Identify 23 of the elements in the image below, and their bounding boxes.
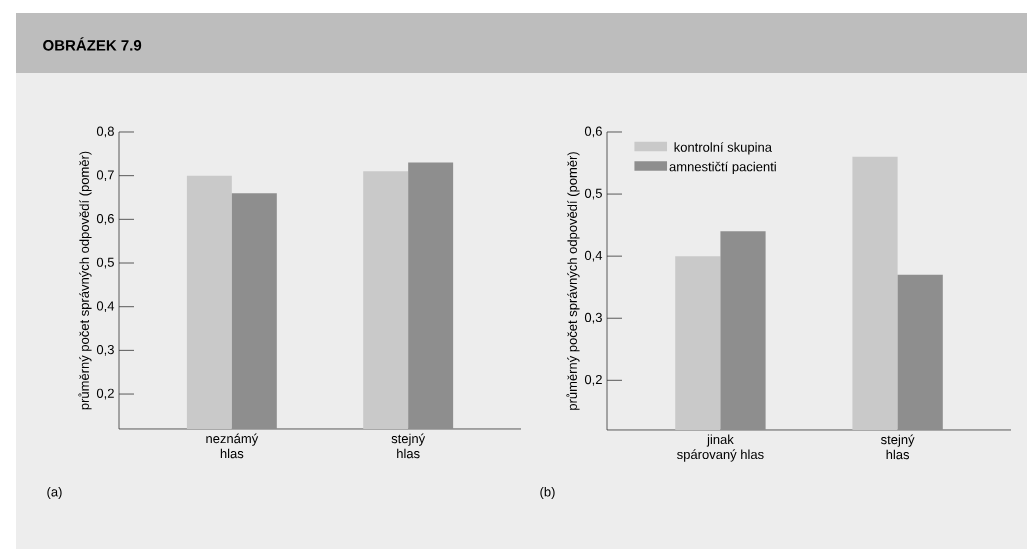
y-tick-label: 0,4 [584,250,603,262]
x-tick-label: jinak spárovaný hlas [677,434,764,462]
y-tick-label: 0,8 [96,126,114,138]
x-tick-label: neznámý hlas [206,433,259,459]
text: (a) [47,486,62,500]
y-axis-title: průměrný počet správných odpovědí (poměr) [78,151,92,410]
y-tick-label: 0,6 [96,213,114,225]
y-axis-title: průměrný počet správných odpovědí (poměr) [566,152,580,410]
x-tick-label: stejný hlas [880,434,915,460]
x-tick-label: stejný hlas [391,433,426,459]
y-tick-label: 0,2 [584,374,602,386]
legend-label: amnestičtí pacienti [669,161,776,174]
y-tick-label: 0,4 [96,301,115,313]
y-tick-label: 0,5 [584,188,602,200]
y-tick-label: 0,3 [96,345,114,356]
y-tick-label: 0,3 [584,312,602,324]
text: (b) [540,486,555,500]
y-tick-label: 0,6 [584,126,602,138]
y-tick-label: 0,2 [96,388,114,400]
chart-title: OBRÁZEK 7.9 [43,37,142,51]
y-tick-label: 0,7 [96,170,114,182]
y-tick-label: 0,5 [96,257,114,269]
legend-label: kontrolní skupina [674,142,772,155]
